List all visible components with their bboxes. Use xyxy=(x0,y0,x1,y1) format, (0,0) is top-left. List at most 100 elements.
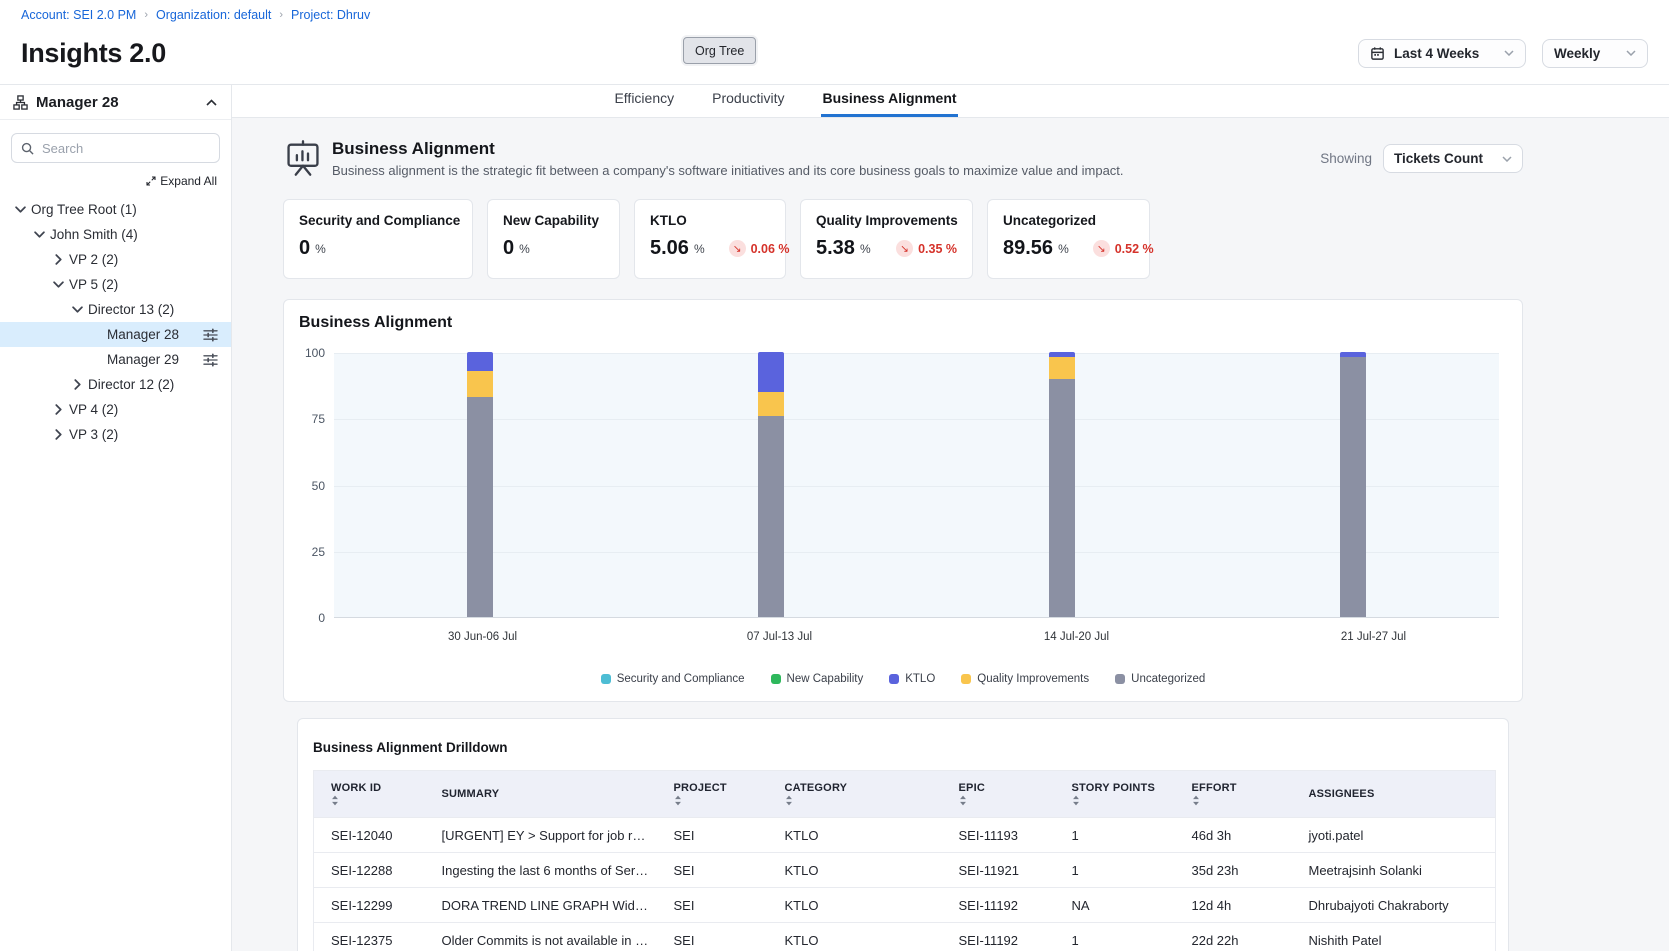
legend-item[interactable]: Quality Improvements xyxy=(961,673,1089,685)
legend-item[interactable]: KTLO xyxy=(889,673,935,685)
chevron-down-icon[interactable] xyxy=(31,227,47,243)
section-header: Business Alignment Business alignment is… xyxy=(283,138,1523,178)
table-cell: 1 xyxy=(1060,923,1180,951)
column-header-effort[interactable]: EFFORT xyxy=(1180,771,1297,818)
column-header-category[interactable]: CATEGORY xyxy=(773,771,947,818)
collapse-sidebar-icon[interactable] xyxy=(206,99,217,106)
sort-icon[interactable] xyxy=(1072,795,1168,806)
metric-delta-value: 0.52 % xyxy=(1115,242,1154,256)
expand-all-link[interactable]: Expand All xyxy=(146,174,217,188)
bar-segment-ktlo[interactable] xyxy=(758,352,784,392)
bar-segment-ktlo[interactable] xyxy=(1340,352,1366,357)
stacked-bar[interactable] xyxy=(467,352,493,617)
column-header-summary: SUMMARY xyxy=(430,771,662,818)
bar-segment-quality-improvements[interactable] xyxy=(1049,357,1075,378)
column-header-label: WORK ID xyxy=(331,782,381,794)
tree-node-label: Director 13 (2) xyxy=(88,302,174,317)
bar-segment-uncategorized[interactable] xyxy=(1340,357,1366,617)
table-cell: SEI xyxy=(662,818,773,853)
sort-icon[interactable] xyxy=(785,795,935,806)
org-tree: Org Tree Root (1)John Smith (4)VP 2 (2)V… xyxy=(0,197,231,447)
table-cell: KTLO xyxy=(773,818,947,853)
chevron-right-icon[interactable] xyxy=(50,427,66,443)
bar-segment-uncategorized[interactable] xyxy=(467,397,493,617)
column-header-label: STORY POINTS xyxy=(1072,782,1156,794)
showing-select[interactable]: Tickets Count xyxy=(1383,144,1523,173)
chevron-down-icon[interactable] xyxy=(69,302,85,318)
org-tree-button[interactable]: Org Tree xyxy=(683,37,756,64)
column-header-work-id[interactable]: WORK ID xyxy=(314,771,430,818)
tab-productivity[interactable]: Productivity xyxy=(711,85,785,117)
table-cell: Older Commits is not available in SEI - … xyxy=(430,923,662,951)
bar-segment-ktlo[interactable] xyxy=(1049,352,1075,357)
tree-node[interactable]: Manager 28 xyxy=(0,322,231,347)
tree-node[interactable]: Director 13 (2) xyxy=(0,297,231,322)
sort-icon[interactable] xyxy=(331,795,418,806)
tree-node[interactable]: Org Tree Root (1) xyxy=(0,197,231,222)
column-header-epic[interactable]: EPIC xyxy=(947,771,1060,818)
table-row[interactable]: SEI-12288Ingesting the last 6 months of … xyxy=(314,853,1496,888)
bar-segment-uncategorized[interactable] xyxy=(758,416,784,617)
breadcrumb-item[interactable]: Project: Dhruv xyxy=(291,8,370,22)
chevron-down-icon[interactable] xyxy=(50,277,66,293)
chevron-right-icon[interactable] xyxy=(50,252,66,268)
main-layout: Manager 28 Expand All O xyxy=(0,85,1669,951)
org-tree-search[interactable] xyxy=(11,133,220,163)
legend-item[interactable]: Uncategorized xyxy=(1115,673,1205,685)
column-header-story-points[interactable]: STORY POINTS xyxy=(1060,771,1180,818)
tree-node[interactable]: VP 2 (2) xyxy=(0,247,231,272)
bar-segment-ktlo[interactable] xyxy=(467,352,493,371)
metric-card: Security and Compliance0% xyxy=(283,199,473,279)
granularity-select[interactable]: Weekly xyxy=(1542,39,1648,68)
legend-item[interactable]: Security and Compliance xyxy=(601,673,745,685)
bar-segment-quality-improvements[interactable] xyxy=(758,392,784,416)
tab-efficiency[interactable]: Efficiency xyxy=(613,85,675,117)
date-range-value: Last 4 Weeks xyxy=(1394,46,1479,61)
drilldown-title: Business Alignment Drilldown xyxy=(313,740,1493,755)
legend-item[interactable]: New Capability xyxy=(771,673,864,685)
legend-label: KTLO xyxy=(905,673,935,685)
metric-card-title: New Capability xyxy=(503,213,604,228)
sliders-icon[interactable] xyxy=(203,353,218,367)
chevron-right-icon[interactable] xyxy=(69,377,85,393)
org-tree-sidebar: Manager 28 Expand All O xyxy=(0,85,232,951)
tree-node[interactable]: Manager 29 xyxy=(0,347,231,372)
stacked-bar[interactable] xyxy=(1340,352,1366,617)
bar-segment-quality-improvements[interactable] xyxy=(467,371,493,398)
table-row[interactable]: SEI-12040[URGENT] EY > Support for job r… xyxy=(314,818,1496,853)
bar-segment-uncategorized[interactable] xyxy=(1049,379,1075,618)
stacked-bar[interactable] xyxy=(1049,352,1075,617)
breadcrumb-item[interactable]: Account: SEI 2.0 PM xyxy=(21,8,136,22)
table-row[interactable]: SEI-12375Older Commits is not available … xyxy=(314,923,1496,951)
metric-card-title: Quality Improvements xyxy=(816,213,957,228)
breadcrumb-item[interactable]: Organization: default xyxy=(156,8,271,22)
tab-label: Efficiency xyxy=(613,84,675,117)
date-range-select[interactable]: Last 4 Weeks xyxy=(1358,39,1526,68)
metric-delta-value: 0.06 % xyxy=(751,242,790,256)
search-input[interactable] xyxy=(42,141,218,156)
tree-node[interactable]: John Smith (4) xyxy=(0,222,231,247)
tree-node[interactable]: Director 12 (2) xyxy=(0,372,231,397)
expand-all-icon xyxy=(146,176,156,186)
table-row[interactable]: SEI-12299DORA TREND LINE GRAPH Widgets i… xyxy=(314,888,1496,923)
tree-node[interactable]: VP 4 (2) xyxy=(0,397,231,422)
chevron-right-icon[interactable] xyxy=(50,402,66,418)
sort-icon[interactable] xyxy=(959,795,1048,806)
chevron-down-icon[interactable] xyxy=(12,202,28,218)
metric-value: 0 xyxy=(503,237,514,260)
sort-icon[interactable] xyxy=(674,795,761,806)
table-cell: Ingesting the last 6 months of ServiceN.… xyxy=(430,853,662,888)
table-cell: [URGENT] EY > Support for job run par... xyxy=(430,818,662,853)
table-cell: 22d 22h xyxy=(1180,923,1297,951)
trend-down-icon: ↘ xyxy=(896,240,913,257)
tree-node[interactable]: VP 5 (2) xyxy=(0,272,231,297)
tree-node[interactable]: VP 3 (2) xyxy=(0,422,231,447)
metric-value-row: 0% xyxy=(503,237,604,260)
sort-icon[interactable] xyxy=(1192,795,1285,806)
tab-business-alignment[interactable]: Business Alignment xyxy=(821,85,957,117)
granularity-value: Weekly xyxy=(1554,46,1600,61)
stacked-bar[interactable] xyxy=(758,352,784,617)
sliders-icon[interactable] xyxy=(203,328,218,342)
table-cell: SEI xyxy=(662,888,773,923)
column-header-project[interactable]: PROJECT xyxy=(662,771,773,818)
